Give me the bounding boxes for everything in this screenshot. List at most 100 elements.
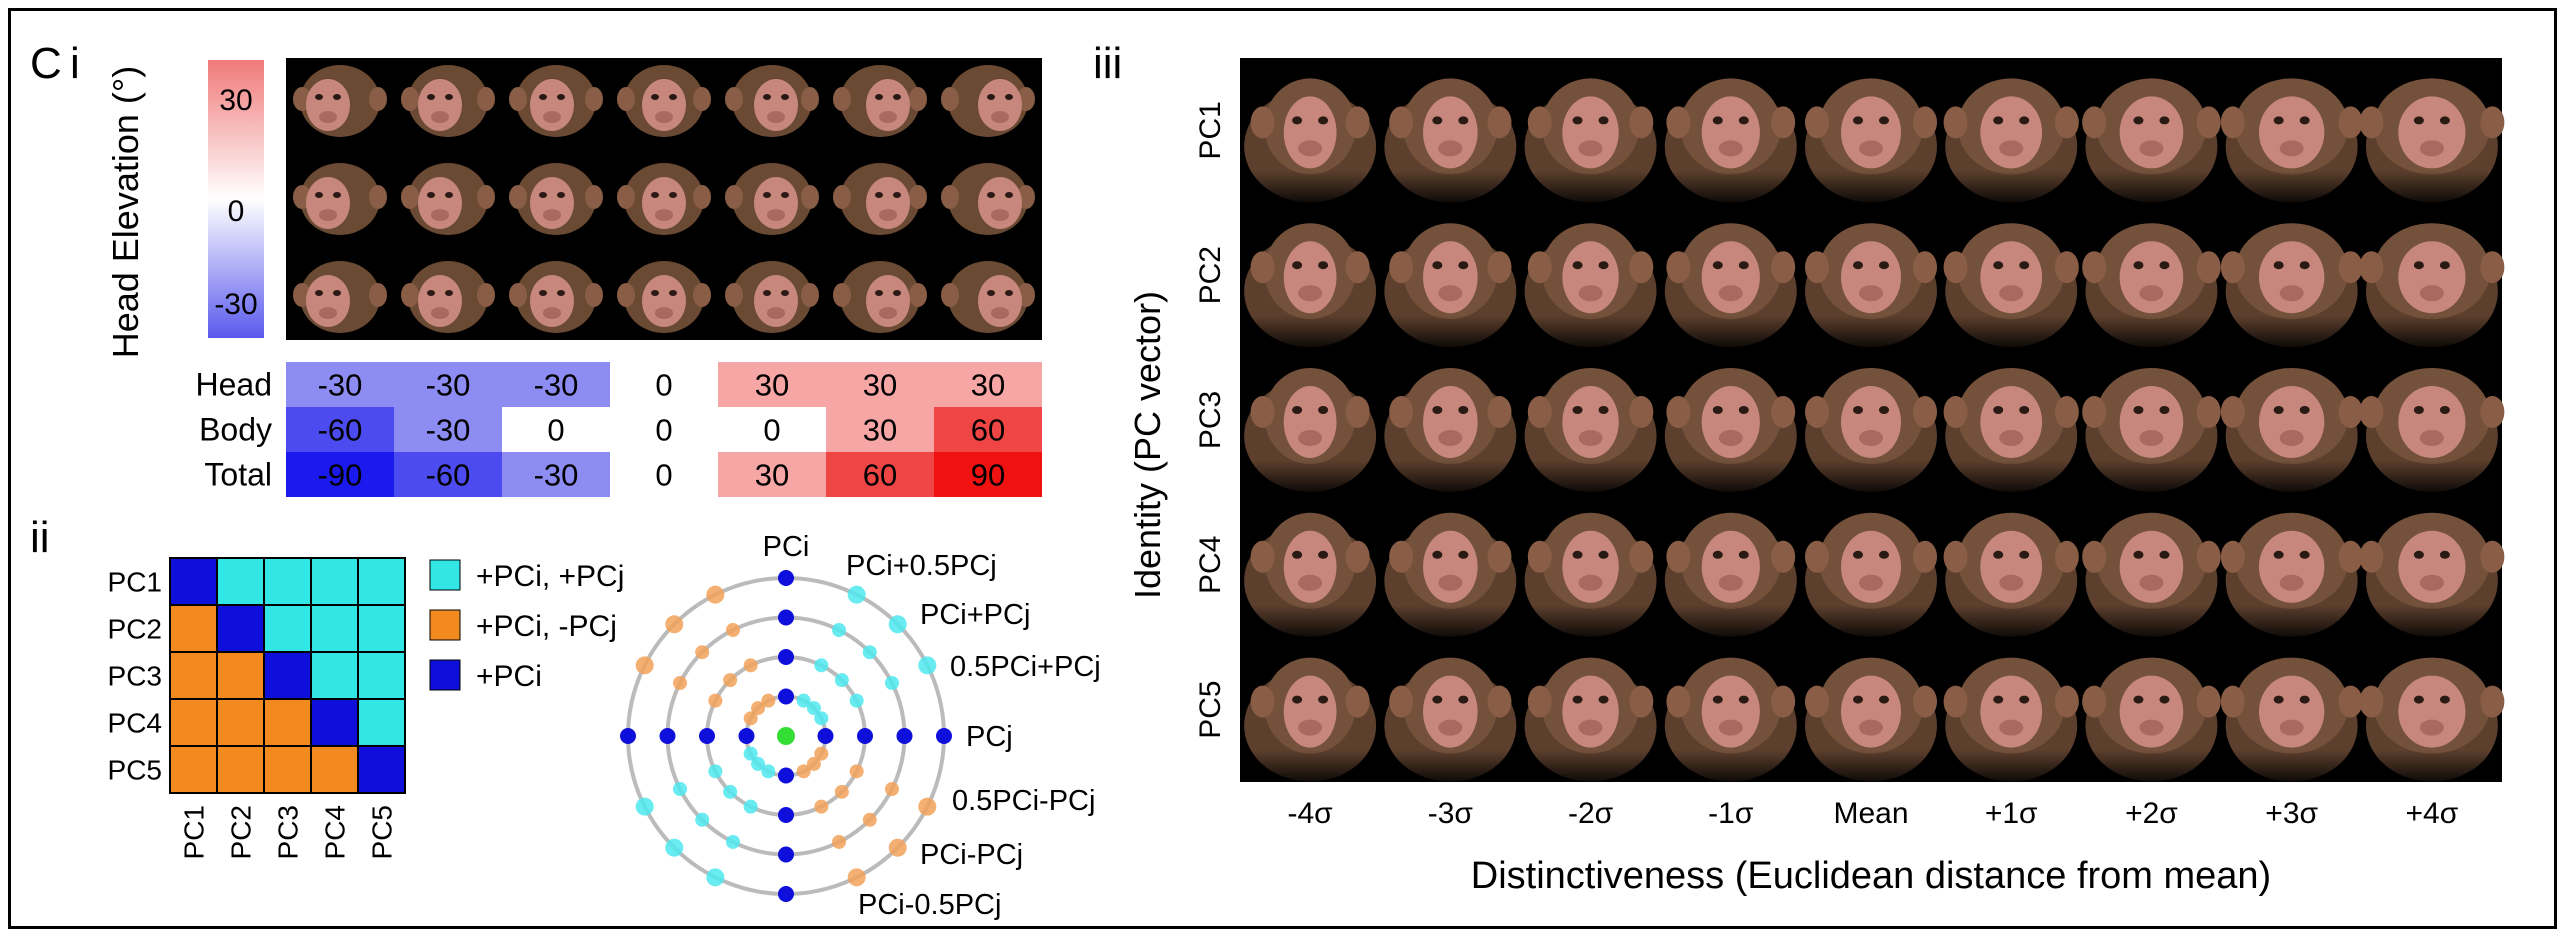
- pc-matrix-row-label: PC4: [108, 708, 162, 739]
- head-image-r3-c7: [941, 261, 1035, 333]
- identity-col-label-4: -1σ: [1708, 797, 1754, 830]
- radial-label-8: PCi-0.5PCj: [858, 889, 1001, 921]
- identity-image-r2-c4: [1660, 202, 1801, 348]
- pc-matrix-cell-2-4: [310, 604, 359, 653]
- angle-cell-head-6: [826, 362, 934, 407]
- head-image-r2-c4: [617, 163, 711, 235]
- radial-point: [862, 645, 877, 660]
- radial-point: [888, 615, 907, 634]
- identity-image-r3-c3: [1520, 347, 1661, 493]
- identity-image-r3-c5: [1800, 347, 1942, 493]
- angle-value-body-4: 0: [655, 413, 672, 448]
- legend-label-3: +PCi: [476, 660, 542, 693]
- radial-point: [635, 797, 654, 816]
- identity-image-r5-c6: [1941, 637, 2082, 782]
- radial-label-1: PCi: [763, 531, 810, 563]
- radial-point: [725, 834, 740, 849]
- head-image-r3-c2: [401, 261, 495, 333]
- head-image-r3-c3: [509, 261, 603, 333]
- pc-matrix-cell-5-5: [357, 745, 406, 794]
- pc-matrix-cell-3-1: [169, 651, 218, 700]
- angle-cell-total-1: [286, 452, 394, 497]
- identity-image-r3-c7: [2081, 347, 2222, 493]
- radial-point: [723, 784, 738, 799]
- pc-matrix-cell-4-4: [310, 698, 359, 747]
- identity-image-r2-c9: [2359, 202, 2505, 348]
- radial-point: [847, 868, 866, 887]
- angle-value-total-4: 0: [655, 458, 672, 493]
- angle-value-total-6: 60: [863, 458, 897, 493]
- identity-image-r2-c2: [1380, 202, 1521, 348]
- angle-value-total-1: -90: [318, 458, 363, 493]
- angle-value-head-3: -30: [534, 368, 579, 403]
- angle-row-label-body: Body: [199, 412, 272, 448]
- legend-label-2: +PCi, -PCj: [476, 610, 617, 643]
- pc-matrix-col-label: PC2: [226, 805, 257, 859]
- identity-image-r5-c3: [1520, 637, 1661, 782]
- colorbar-label: Head Elevation (°): [105, 66, 146, 359]
- angle-cell-head-5: [718, 362, 826, 407]
- identity-col-label-5: Mean: [1833, 797, 1908, 830]
- angle-cell-head-2: [394, 362, 502, 407]
- legend-swatch-3: [429, 659, 461, 691]
- identity-image-r3-c4: [1660, 347, 1801, 493]
- radial-point: [832, 623, 847, 638]
- angle-value-head-2: -30: [426, 368, 471, 403]
- radial-point: [814, 711, 829, 726]
- head-image-r1-c2: [401, 65, 495, 137]
- angle-cell-body-6: [826, 407, 934, 452]
- head-image-r1-c1: [293, 65, 387, 137]
- angle-cell-head-4: [610, 362, 718, 407]
- pc-matrix-col-label: PC4: [320, 805, 351, 859]
- panel-label-iii: iii: [1093, 39, 1122, 88]
- radial-point: [743, 799, 758, 814]
- identity-col-label-2: -3σ: [1428, 797, 1474, 830]
- head-image-r1-c4: [617, 65, 711, 137]
- angle-cell-total-3: [502, 452, 610, 497]
- pc-matrix-cell-1-1: [169, 557, 218, 606]
- identity-axis-label: Identity (PC vector): [1127, 291, 1168, 599]
- radial-point: [778, 767, 794, 784]
- pc-matrix-cell-2-2: [216, 604, 265, 653]
- radial-point: [665, 838, 684, 857]
- identity-image-r1-c8: [2220, 58, 2363, 203]
- colorbar-tick-top: 30: [219, 84, 252, 117]
- angle-cell-body-1: [286, 407, 394, 452]
- radial-point: [806, 756, 821, 771]
- radial-point: [708, 764, 723, 779]
- head-image-r2-c2: [401, 163, 495, 235]
- head-image-r2-c6: [833, 163, 927, 235]
- identity-image-r3-c6: [1941, 347, 2082, 493]
- pc-matrix-cell-3-2: [216, 651, 265, 700]
- identity-image-r4-c3: [1520, 492, 1661, 638]
- radial-point: [751, 701, 766, 716]
- angle-cell-total-2: [394, 452, 502, 497]
- identity-image-r3-c9: [2359, 347, 2505, 493]
- radial-point: [778, 807, 794, 823]
- pc-matrix-cell-5-2: [216, 745, 265, 794]
- radial-label-4: 0.5PCi+PCj: [950, 651, 1101, 683]
- identity-image-r2-c3: [1520, 202, 1661, 348]
- angle-cell-body-2: [394, 407, 502, 452]
- identity-row-label-5: PC5: [1194, 680, 1227, 738]
- radial-point: [706, 868, 725, 887]
- radial-point: [778, 688, 794, 705]
- radial-point: [778, 609, 794, 626]
- head-image-r1-c6: [833, 65, 927, 137]
- radial-point: [778, 649, 794, 665]
- identity-image-r4-c8: [2220, 492, 2363, 638]
- radial-point: [778, 886, 794, 902]
- angle-cell-body-3: [502, 407, 610, 452]
- head-image-r1-c3: [509, 65, 603, 137]
- radial-point: [832, 834, 847, 849]
- radial-point: [695, 812, 710, 827]
- radial-point: [706, 585, 725, 604]
- radial-point: [673, 782, 688, 797]
- identity-row-label-4: PC4: [1194, 536, 1227, 594]
- pc-matrix-row-label: PC1: [108, 567, 162, 598]
- radial-point: [635, 656, 654, 675]
- angle-cell-body-7: [934, 407, 1042, 452]
- identity-image-r1-c3: [1520, 58, 1661, 203]
- radial-point: [847, 585, 866, 604]
